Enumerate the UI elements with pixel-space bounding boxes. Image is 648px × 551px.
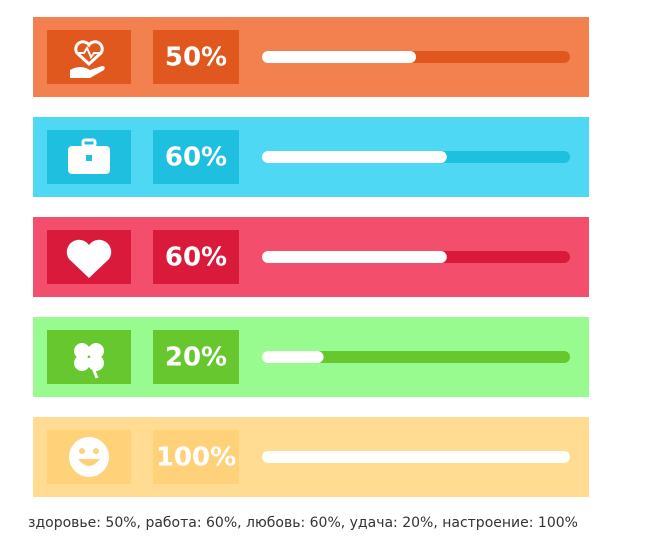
work-icon xyxy=(68,138,110,174)
progress-bar xyxy=(262,351,324,363)
icon-box xyxy=(47,330,131,384)
caption: здоровье: 50%, работа: 60%, любовь: 60%,… xyxy=(28,515,578,531)
percent-label: 50% xyxy=(165,43,227,73)
track xyxy=(262,351,570,363)
rows: 50% 60% 60% 20% 100% xyxy=(33,17,589,497)
percent-box xyxy=(153,130,239,184)
progress-bar xyxy=(262,251,447,263)
love-icon xyxy=(66,239,112,278)
percent-box xyxy=(153,330,239,384)
percent-label: 20% xyxy=(165,343,227,373)
percent-label: 60% xyxy=(165,143,227,173)
mood-icon xyxy=(69,437,109,477)
luck-icon xyxy=(74,343,104,379)
percent-box xyxy=(153,430,239,484)
percent-box xyxy=(153,230,239,284)
progress-bar xyxy=(262,451,570,463)
icons xyxy=(66,40,112,477)
health-icon xyxy=(70,40,105,78)
percent-label: 60% xyxy=(165,243,227,273)
percent-box xyxy=(153,30,239,84)
progress-bar xyxy=(262,51,416,63)
progress-bar xyxy=(262,151,447,163)
percent-label: 100% xyxy=(156,443,236,473)
